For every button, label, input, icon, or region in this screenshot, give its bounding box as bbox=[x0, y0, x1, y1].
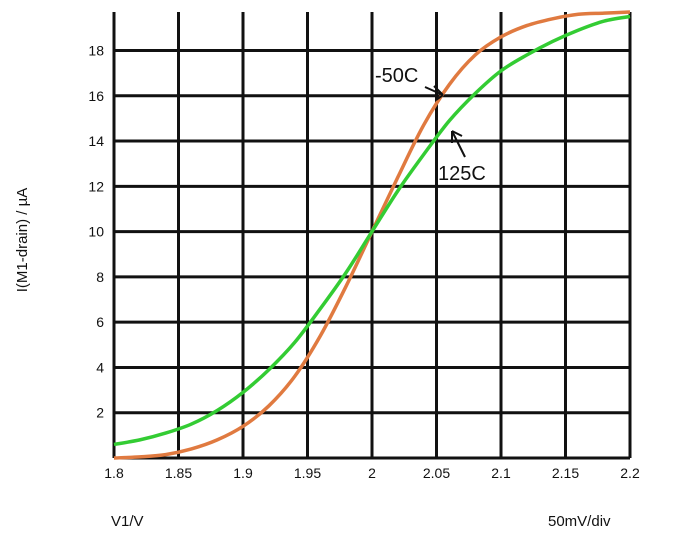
y-tick-label: 18 bbox=[88, 42, 104, 58]
y-tick-label: 12 bbox=[88, 178, 104, 194]
x-tick-label: 1.9 bbox=[233, 465, 253, 481]
y-tick-label: 10 bbox=[88, 224, 104, 240]
y-tick-label: 14 bbox=[88, 133, 104, 149]
x-tick-label: 1.8 bbox=[104, 465, 124, 481]
arrow-125c bbox=[451, 130, 466, 158]
x-tick-label: 2.2 bbox=[620, 465, 640, 481]
series-line-125c bbox=[113, 14, 631, 447]
series-lines bbox=[113, 10, 631, 460]
arrow-minus-50c bbox=[424, 85, 444, 101]
annotation-125c: 125C bbox=[438, 163, 486, 185]
x-tick-label: 2.15 bbox=[552, 465, 579, 481]
y-tick-label: 2 bbox=[96, 405, 104, 421]
annotation-minus-50c: -50C bbox=[375, 65, 418, 87]
x-axis-label: V1/V bbox=[111, 513, 144, 530]
x-tick-label: 1.85 bbox=[165, 465, 192, 481]
x-tick-label: 2 bbox=[368, 465, 376, 481]
y-axis-label: I(M1-drain) / µA bbox=[14, 188, 31, 293]
y-tick-label: 4 bbox=[96, 359, 104, 375]
x-scale-label: 50mV/div bbox=[548, 513, 611, 530]
y-tick-label: 8 bbox=[96, 269, 104, 285]
x-tick-label: 1.95 bbox=[294, 465, 321, 481]
x-tick-label: 2.1 bbox=[491, 465, 511, 481]
y-tick-label: 16 bbox=[88, 88, 104, 104]
y-tick-label: 6 bbox=[96, 314, 104, 330]
x-tick-label: 2.05 bbox=[423, 465, 450, 481]
annotations: -50C 125C bbox=[375, 65, 486, 185]
tick-labels: 1.8 1.85 1.9 1.95 2 2.05 2.1 2.15 2.2 2 4 6 8 10 12 14 1… bbox=[88, 42, 640, 481]
